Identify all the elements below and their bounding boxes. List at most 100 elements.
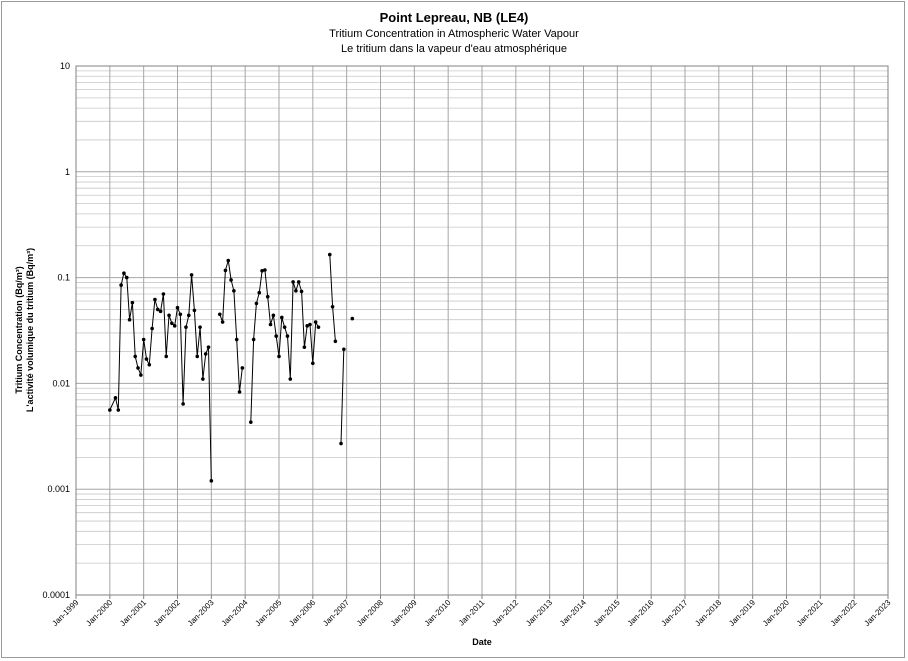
x-axis-ticks: Jan-1999 Jan-2000 Jan-2001 Jan-2002 Jan-2003… (50, 598, 892, 628)
data-point (201, 377, 205, 381)
data-point (330, 304, 335, 309)
y-tick-label: 0.0001 (42, 590, 70, 600)
data-point (316, 325, 321, 329)
y-tick-label: 0.01 (52, 378, 70, 388)
data-point (127, 317, 132, 322)
data-point (155, 307, 160, 312)
data-point (206, 345, 211, 349)
data-point (133, 354, 138, 359)
data-point (178, 312, 183, 317)
data-point (282, 325, 287, 329)
x-tick-label: Jan-2011 (457, 598, 487, 628)
y-axis-label-english: Tritium Concentration (Bq/m³) (14, 266, 24, 394)
x-tick-label: Jan-2007 (321, 598, 351, 628)
data-point (198, 325, 202, 329)
x-tick-label: Jan-2012 (490, 598, 520, 628)
data-point (192, 308, 197, 313)
data-point (263, 268, 267, 272)
x-tick-label: Jan-1999 (50, 598, 80, 628)
data-point (308, 322, 312, 327)
x-tick-label: Jan-2016 (626, 598, 656, 628)
x-tick-label: Jan-2020 (761, 598, 791, 628)
x-tick-label: Jan-2023 (862, 598, 892, 628)
data-point (223, 268, 228, 273)
data-point (136, 366, 140, 370)
y-tick-label: 10 (60, 61, 70, 71)
data-point (268, 322, 273, 327)
data-point (240, 366, 245, 370)
data-point (299, 289, 304, 294)
data-point (172, 324, 177, 328)
data-point (280, 315, 284, 320)
data-point (130, 300, 135, 305)
chart-subtitle-french: Le tritium dans la vapeur d'eau atmosphé… (341, 43, 567, 55)
chart-subtitle-english: Tritium Concentration in Atmospheric Wat… (329, 28, 579, 40)
data-point (124, 275, 129, 280)
data-point (350, 316, 355, 321)
data-point (254, 301, 259, 306)
data-point (220, 320, 225, 324)
data-point (339, 441, 343, 446)
y-axis-ticks: 10 1 0.1 0.01 0.001 0.0001 (42, 61, 70, 600)
data-point (195, 354, 200, 359)
x-tick-label: Jan-2021 (795, 598, 825, 628)
x-tick-label: Jan-2019 (727, 598, 757, 628)
y-tick-label: 0.001 (47, 484, 70, 494)
data-point (249, 420, 253, 424)
series-line-segment (340, 349, 345, 444)
x-axis-label: Date (472, 637, 492, 647)
data-point (203, 352, 208, 356)
data-point (161, 292, 166, 296)
y-tick-label: 1 (65, 167, 70, 177)
x-tick-label: Jan-2013 (524, 598, 554, 628)
data-point (170, 321, 174, 326)
x-tick-label: Jan-2004 (220, 598, 250, 628)
y-axis-label-french: L'activité volumique du tritium (Bq/m³) (25, 248, 35, 412)
x-tick-label: Jan-2005 (253, 598, 283, 628)
data-point (271, 313, 276, 318)
data-point (274, 334, 278, 338)
data-point (302, 345, 307, 349)
data-point (122, 271, 126, 276)
data-point (189, 273, 194, 277)
x-tick-label: Jan-2017 (659, 598, 689, 628)
data-point (229, 278, 233, 282)
data-point (232, 289, 236, 293)
data-point (226, 258, 231, 263)
data-point (288, 377, 293, 381)
data-point (234, 337, 239, 342)
data-point (181, 402, 185, 406)
x-tick-label: Jan-2015 (592, 598, 622, 628)
data-point (175, 305, 180, 310)
data-point (251, 337, 256, 342)
x-tick-label: Jan-2014 (558, 598, 588, 628)
x-tick-label: Jan-2010 (423, 598, 453, 628)
data-point (209, 479, 214, 483)
grid-lines (75, 65, 889, 599)
data-point (217, 312, 222, 317)
data-point (260, 268, 264, 273)
data-point (113, 396, 118, 400)
x-tick-label: Jan-2022 (829, 598, 859, 628)
x-tick-label: Jan-2003 (186, 598, 216, 628)
data-point (150, 326, 154, 331)
data-point (141, 337, 146, 342)
data-point (237, 390, 242, 394)
data-point (313, 320, 318, 324)
y-tick-label: 0.1 (57, 273, 70, 283)
data-point (139, 373, 143, 377)
plot-border (75, 65, 889, 596)
data-point (158, 309, 163, 314)
series-line-segment (109, 271, 212, 481)
data-point (164, 354, 169, 359)
x-tick-label: Jan-2009 (389, 598, 419, 628)
data-point (294, 289, 298, 293)
data-point (311, 361, 315, 366)
x-tick-label: Jan-2002 (152, 598, 182, 628)
data-point (277, 354, 281, 359)
x-tick-label: Jan-2001 (118, 598, 148, 628)
x-tick-label: Jan-2018 (693, 598, 723, 628)
series-line-segment (329, 254, 336, 342)
data-point (305, 324, 309, 328)
